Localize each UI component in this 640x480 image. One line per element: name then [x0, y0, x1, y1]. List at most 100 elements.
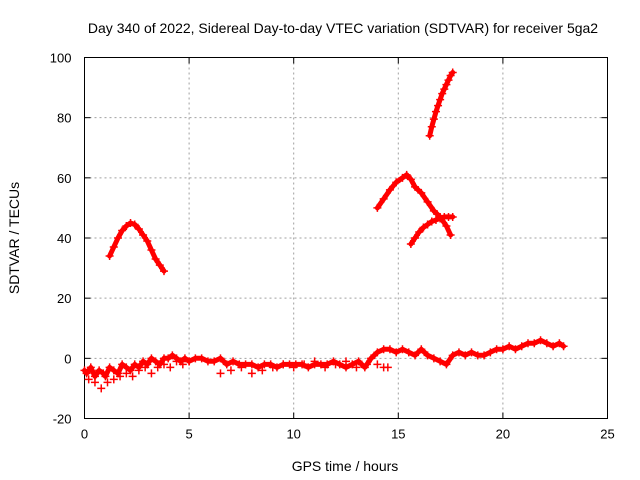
data-point — [415, 227, 424, 236]
data-point — [536, 336, 545, 345]
data-point — [172, 357, 181, 366]
data-point — [438, 89, 447, 98]
data-point — [139, 357, 148, 366]
data-point — [559, 342, 568, 351]
series-mid-right-tail — [406, 212, 457, 249]
y-tick-label: -20 — [53, 412, 72, 427]
data-point — [331, 360, 340, 369]
series-mid-right-arc — [373, 170, 455, 239]
data-point — [373, 360, 382, 369]
data-point — [436, 357, 445, 366]
data-point — [442, 221, 451, 230]
data-point — [411, 351, 420, 360]
data-point — [498, 345, 507, 354]
data-point — [423, 197, 432, 206]
data-point — [467, 348, 476, 357]
data-point — [442, 360, 451, 369]
series-lower-scatter — [84, 357, 392, 393]
data-point — [155, 261, 164, 270]
data-point — [254, 363, 263, 372]
data-point — [210, 357, 219, 366]
axis-ticks: 0 5 10 15 20 25 -20 0 20 40 60 80 100 — [50, 51, 615, 442]
data-point — [109, 243, 118, 252]
data-point — [258, 366, 267, 375]
data-point — [86, 363, 95, 372]
data-point — [164, 354, 173, 363]
data-point — [159, 360, 168, 369]
series-line — [374, 172, 454, 238]
data-point — [90, 378, 99, 387]
data-point — [448, 68, 457, 77]
data-point — [130, 360, 139, 369]
data-point — [216, 354, 225, 363]
data-point — [505, 342, 514, 351]
series-upper-left-arc — [105, 218, 168, 276]
data-point — [153, 363, 162, 372]
data-point — [147, 369, 156, 378]
data-point — [446, 230, 455, 239]
data-point — [216, 369, 225, 378]
data-point — [342, 357, 350, 366]
data-point — [392, 178, 401, 187]
data-point — [429, 354, 438, 363]
data-point — [279, 360, 288, 369]
data-point — [147, 246, 156, 255]
data-point — [436, 214, 445, 223]
data-point — [402, 170, 411, 179]
data-point — [105, 363, 114, 372]
data-point — [109, 366, 118, 375]
data-point — [436, 95, 445, 104]
data-point — [126, 366, 135, 375]
data-point — [373, 203, 382, 212]
data-point — [289, 363, 298, 372]
data-point — [247, 360, 256, 369]
data-point — [517, 342, 526, 351]
data-point — [398, 345, 407, 354]
data-point — [431, 107, 440, 116]
data-point — [406, 175, 415, 184]
data-point — [95, 366, 104, 375]
data-point — [147, 354, 156, 363]
y-tick-label: 60 — [57, 171, 71, 186]
data-point — [139, 230, 148, 239]
data-point — [197, 354, 206, 363]
data-point — [122, 369, 131, 378]
y-tick-label: 100 — [50, 51, 72, 66]
data-point — [423, 220, 432, 229]
data-point — [542, 339, 551, 348]
data-point — [431, 215, 440, 224]
data-point — [427, 217, 436, 226]
data-point — [126, 218, 135, 227]
y-tick-label: 20 — [57, 291, 71, 306]
data-point — [180, 354, 189, 363]
y-axis-label: SDTVAR / TECUs — [6, 182, 22, 294]
data-point — [151, 357, 160, 366]
data-point — [84, 375, 93, 384]
data-point — [440, 85, 449, 94]
data-point — [226, 366, 235, 375]
data-point — [352, 363, 361, 372]
data-point — [229, 357, 238, 366]
data-point — [385, 345, 394, 354]
data-point — [511, 345, 520, 354]
data-point — [555, 339, 564, 348]
data-point — [425, 131, 434, 140]
data-point — [166, 363, 175, 372]
data-point — [398, 173, 407, 182]
data-point — [448, 351, 457, 360]
x-tick-label: 20 — [496, 427, 510, 442]
data-point — [423, 351, 432, 360]
data-point — [486, 348, 495, 357]
data-point — [404, 348, 413, 357]
data-point — [116, 372, 125, 381]
data-point — [392, 348, 401, 357]
data-point — [134, 366, 143, 375]
data-point — [82, 369, 91, 378]
data-point — [480, 351, 489, 360]
data-point — [113, 234, 122, 242]
data-point — [419, 223, 428, 232]
data-point — [143, 237, 152, 246]
data-point — [549, 342, 558, 351]
data-point — [178, 360, 187, 369]
